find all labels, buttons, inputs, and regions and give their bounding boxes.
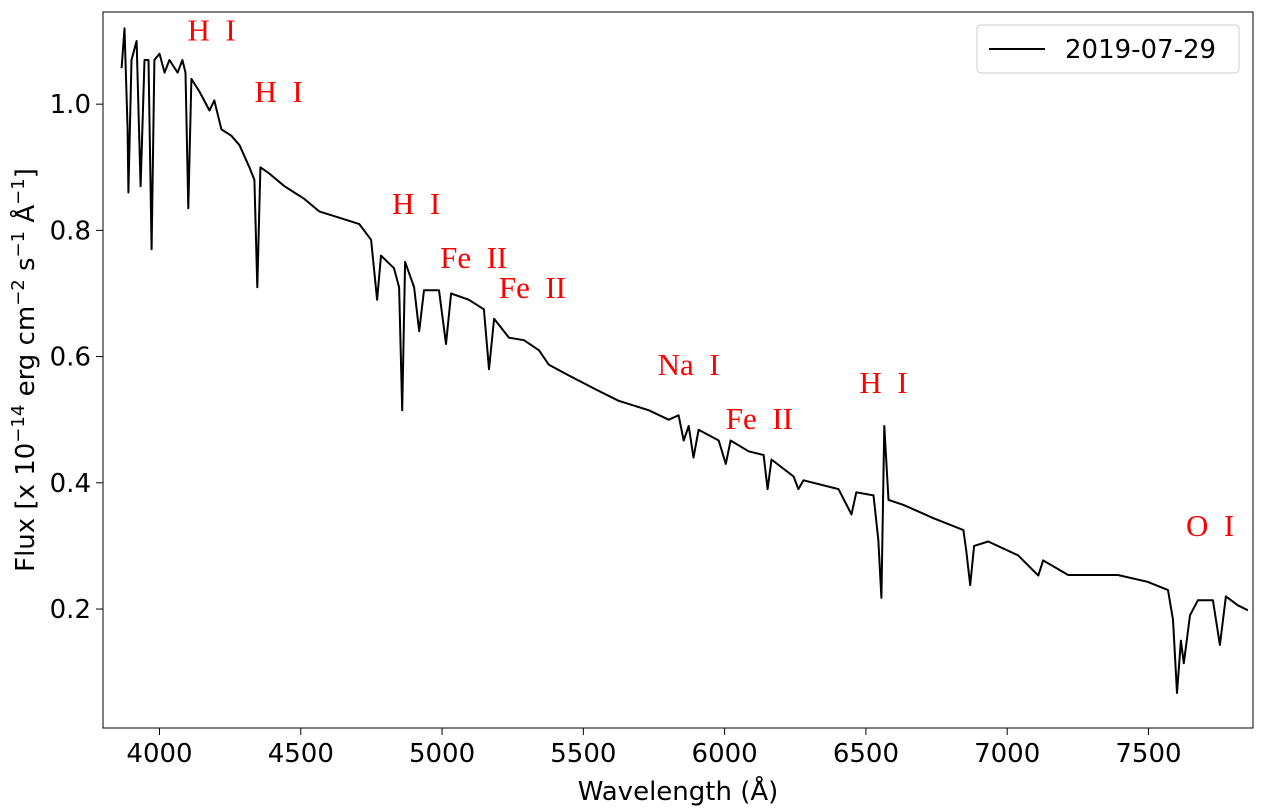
y-tick-label: 0.2: [50, 595, 91, 625]
line-annotation: Fe II: [726, 401, 793, 436]
y-tick-label: 0.6: [50, 343, 91, 373]
plot-frame: [102, 11, 1254, 729]
x-tick-label: 5000: [409, 739, 475, 769]
line-annotation: Fe II: [440, 240, 507, 275]
x-tick-label: 6500: [833, 739, 899, 769]
y-label-superscript: −2: [8, 279, 29, 306]
x-tick-label: 7000: [974, 739, 1040, 769]
legend-box: [976, 24, 1240, 74]
line-annotation: O I: [1186, 508, 1234, 543]
x-tick-label: 4500: [268, 739, 334, 769]
y-label-part: s: [11, 257, 41, 279]
line-annotation: H I: [254, 74, 302, 109]
x-tick-label: 5500: [550, 739, 616, 769]
y-label-part: Flux [x 10: [11, 443, 41, 572]
x-tick-label: 7500: [1115, 739, 1181, 769]
line-annotation: H I: [187, 12, 235, 47]
line-annotation: Fe II: [499, 270, 566, 305]
line-annotation: H I: [392, 186, 440, 221]
y-axis-label: Flux [x 10−14 erg cm−2 s−1 Å−1]: [8, 168, 41, 572]
x-tick-label: 6000: [692, 739, 758, 769]
y-tick-label: 0.8: [50, 216, 91, 246]
y-label-superscript: −1: [8, 178, 29, 205]
y-tick-label: 1.0: [50, 90, 91, 120]
x-tick-label: 4000: [126, 739, 192, 769]
line-annotation: Na I: [658, 347, 720, 382]
spectrum-line: [120, 27, 1249, 694]
y-label-superscript: −1: [8, 231, 29, 258]
legend-label: 2019-07-29: [1065, 35, 1216, 65]
y-label-superscript: −14: [8, 405, 29, 443]
y-label-part: ]: [11, 168, 41, 178]
y-label-part: erg cm: [11, 306, 41, 405]
line-annotation: H I: [859, 365, 907, 400]
x-axis-label: Wavelength (Å): [578, 775, 779, 807]
y-tick-label: 0.4: [50, 469, 91, 499]
y-label-part: Å: [9, 205, 41, 231]
